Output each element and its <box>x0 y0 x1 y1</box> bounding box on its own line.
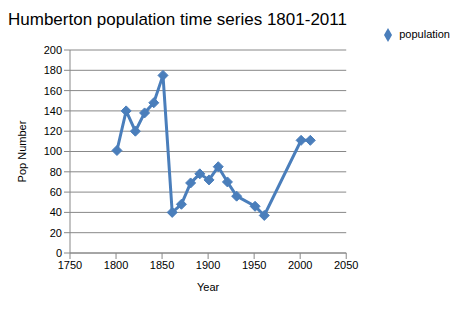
svg-text:1900: 1900 <box>196 259 220 271</box>
svg-text:180: 180 <box>44 64 62 76</box>
svg-text:100: 100 <box>44 145 62 157</box>
svg-text:1950: 1950 <box>242 259 266 271</box>
svg-text:200: 200 <box>44 44 62 56</box>
svg-text:2050: 2050 <box>334 259 358 271</box>
svg-text:Pop Number: Pop Number <box>16 120 28 182</box>
svg-text:1800: 1800 <box>104 259 128 271</box>
html-text:population: population <box>399 28 450 40</box>
svg-text:1850: 1850 <box>150 259 174 271</box>
svg-text:2000: 2000 <box>288 259 312 271</box>
svg-text:160: 160 <box>44 85 62 97</box>
svg-text:Year: Year <box>197 281 220 293</box>
svg-text:60: 60 <box>50 186 62 198</box>
svg-text:0: 0 <box>56 247 62 259</box>
svg-text:40: 40 <box>50 206 62 218</box>
svg-text:120: 120 <box>44 125 62 137</box>
svg-text:1750: 1750 <box>58 259 82 271</box>
html-text:Humberton population time seri: Humberton population time series 1801-20… <box>8 10 347 29</box>
svg-text:20: 20 <box>50 227 62 239</box>
svg-text:140: 140 <box>44 105 62 117</box>
svg-text:80: 80 <box>50 166 62 178</box>
